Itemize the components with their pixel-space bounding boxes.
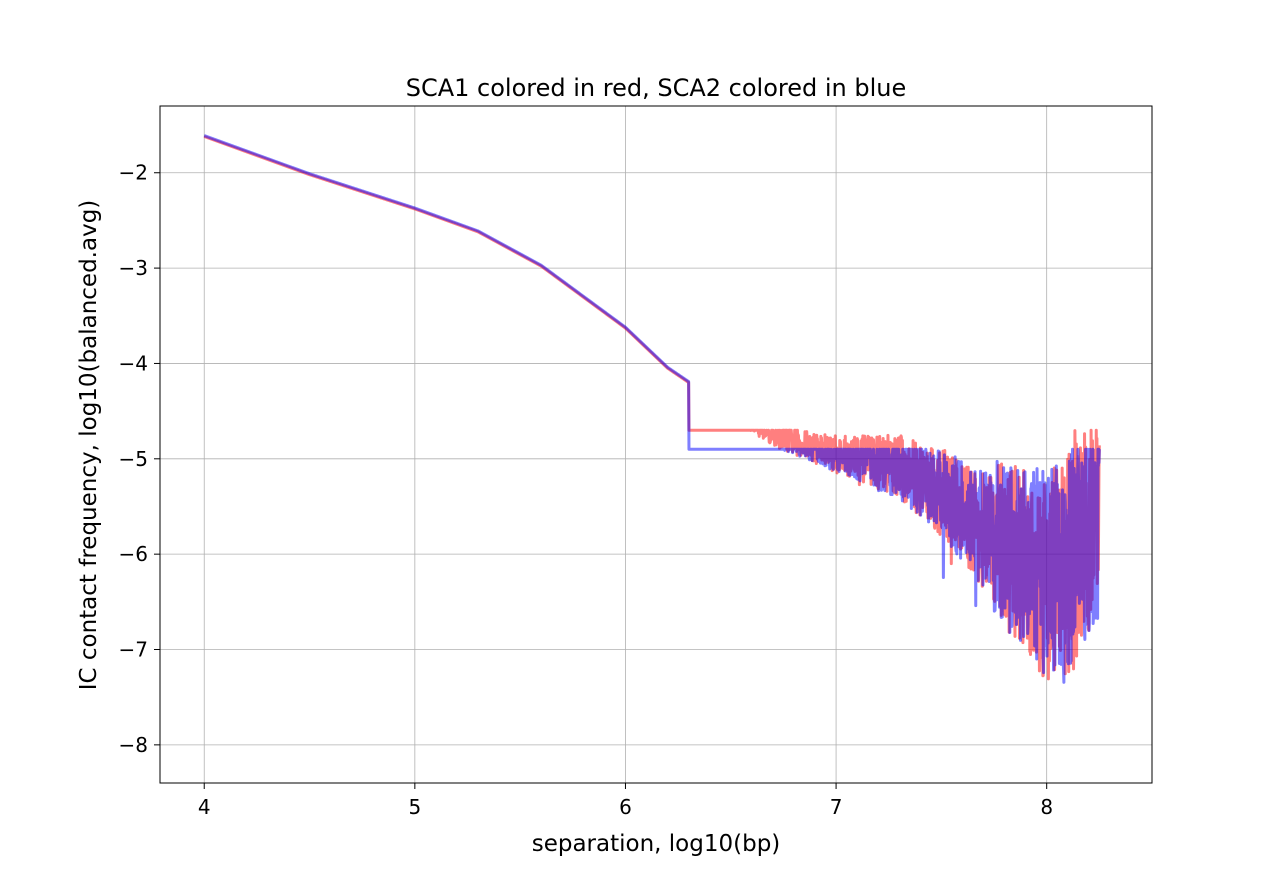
chart-title: SCA1 colored in red, SCA2 colored in blu… [406, 74, 907, 102]
x-tick-label: 8 [1040, 795, 1053, 819]
x-tick-label: 6 [619, 795, 632, 819]
y-tick-label: −3 [119, 256, 148, 280]
y-tick-label: −8 [119, 733, 148, 757]
series-line [203, 135, 1101, 681]
grid [160, 106, 1152, 783]
x-tick-label: 4 [198, 795, 211, 819]
y-tick-label: −5 [119, 447, 148, 471]
y-tick-label: −7 [119, 638, 148, 662]
y-axis-title: IC contact frequency, log10(balanced.avg… [76, 200, 102, 691]
y-tick-label: −2 [119, 161, 148, 185]
y-tick-label: −4 [119, 351, 148, 375]
x-axis-title: separation, log10(bp) [532, 831, 781, 857]
x-tick-label: 5 [408, 795, 421, 819]
plot-series [203, 134, 1101, 684]
y-tick-label: −6 [119, 542, 148, 566]
x-axis: 4 5 6 7 8 [198, 783, 1053, 819]
y-axis: −2 −3 −4 −5 −6 −7 −8 [119, 161, 160, 757]
series-line [203, 134, 1101, 684]
plot-frame [159, 105, 1153, 784]
x-tick-label: 7 [830, 795, 843, 819]
